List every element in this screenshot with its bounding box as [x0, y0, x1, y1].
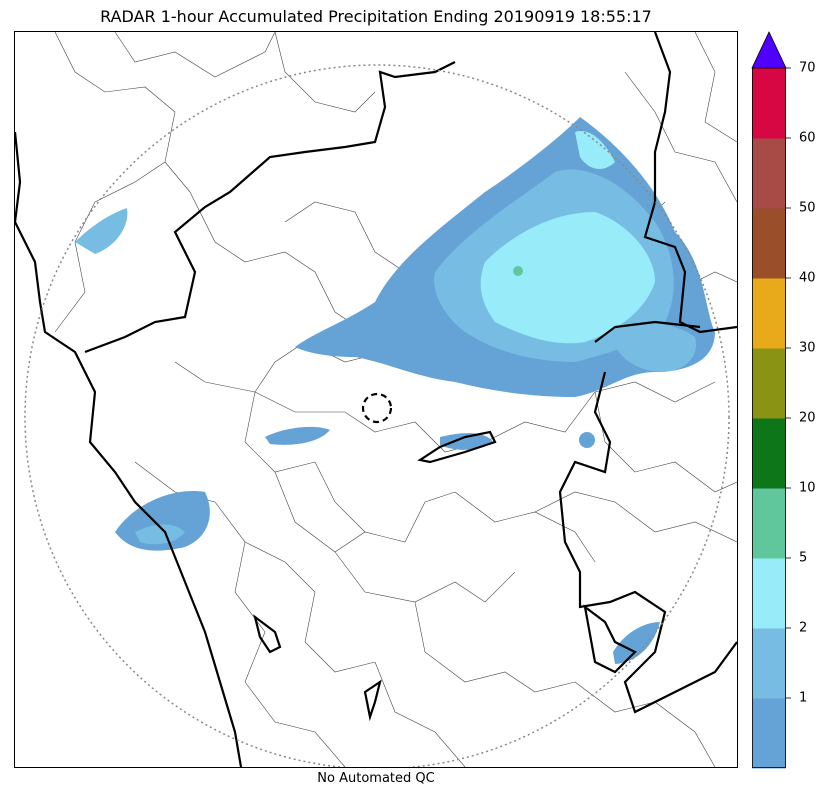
precip-southeast-cell	[613, 622, 660, 664]
colorbar-tick-label: 2	[799, 620, 808, 636]
radar-site-marker	[361, 392, 393, 424]
colorbar-tick-label: 40	[799, 270, 816, 286]
colorbar-segment	[752, 628, 786, 699]
colorbar-tick-label: 70	[799, 60, 816, 76]
precip-southwest-core	[135, 524, 185, 545]
colorbar-segment	[752, 68, 786, 139]
precip-small-cell	[579, 432, 595, 448]
map-title: RADAR 1-hour Accumulated Precipitation E…	[100, 7, 652, 26]
colorbar-tick-label: 5	[799, 550, 808, 566]
colorbar-segment	[752, 208, 786, 279]
map-canvas	[15, 32, 737, 767]
colorbar-segment	[752, 558, 786, 629]
colorbar-tick-label: 10	[799, 480, 816, 496]
colorbar-tick-label: 20	[799, 410, 816, 426]
colorbar-over-arrow	[751, 31, 787, 69]
precip-central-streak	[265, 426, 330, 445]
colorbar-segment	[752, 488, 786, 559]
coverage-ring	[24, 64, 730, 767]
precip-west-cell	[75, 208, 128, 254]
colorbar-segment	[752, 138, 786, 209]
colorbar-segment	[752, 698, 786, 769]
colorbar-outline	[752, 67, 787, 768]
precip-south-streak	[440, 433, 493, 450]
precipitation-field	[75, 117, 715, 664]
colorbar-svg	[751, 31, 791, 769]
precip-band-5-b	[575, 131, 615, 169]
colorbar-tick-label: 30	[799, 340, 816, 356]
colorbar-segment	[752, 418, 786, 489]
radar-map	[14, 31, 738, 768]
qc-note: No Automated QC	[317, 771, 435, 786]
colorbar-segment	[752, 348, 786, 419]
precip-green-cell	[513, 266, 523, 276]
colorbar-segment	[752, 278, 786, 349]
precip-east-cell	[610, 322, 696, 372]
colorbar-tick-label: 1	[799, 690, 808, 706]
precip-band-5	[480, 212, 655, 344]
colorbar	[751, 31, 791, 769]
state-boundaries	[15, 32, 737, 767]
colorbar-tick-label: 60	[799, 130, 816, 146]
colorbar-tick-label: 50	[799, 200, 816, 216]
